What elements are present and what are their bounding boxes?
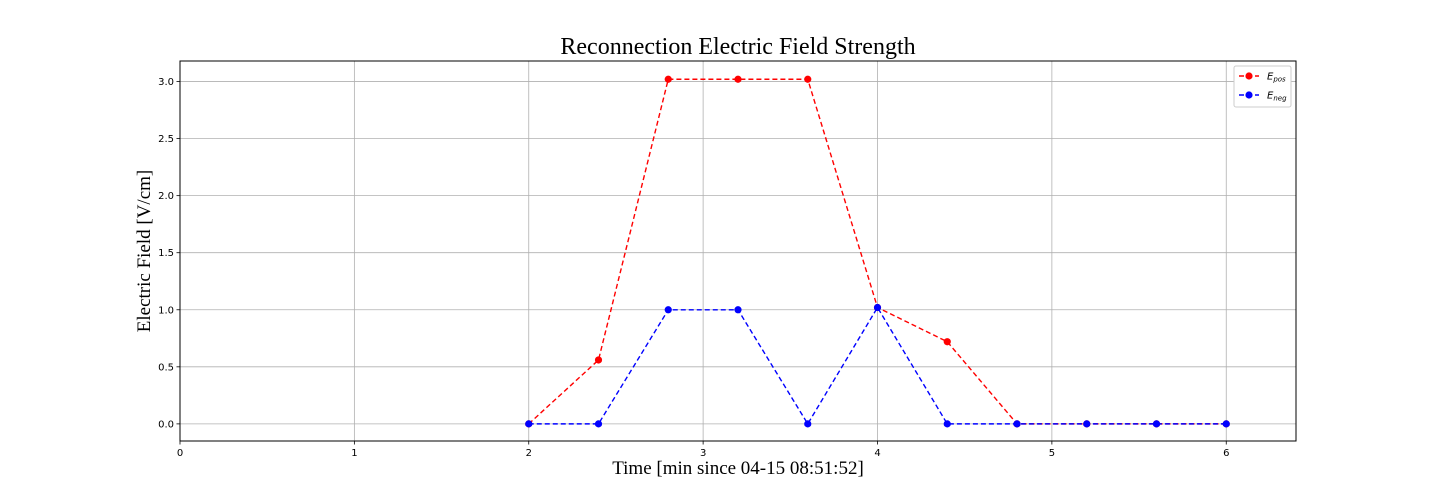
y-tick-label: 0.5 — [158, 362, 174, 373]
legend-label-neg: Eneg — [1267, 91, 1287, 103]
data-point-neg — [804, 420, 812, 428]
data-point-neg — [664, 306, 672, 314]
data-point-pos — [664, 75, 672, 83]
plot-frame — [179, 60, 1297, 442]
data-point-neg — [734, 306, 742, 314]
x-tick-label: 0 — [177, 448, 183, 459]
x-axis-label: Time [min since 04-15 08:51:52] — [612, 458, 864, 479]
x-tick-label: 2 — [526, 448, 532, 459]
y-tick-label: 1.5 — [158, 248, 174, 259]
data-point-neg — [594, 420, 603, 428]
y-tick-label: 0.0 — [158, 419, 174, 430]
series-line-neg — [528, 306, 1227, 426]
legend-marker-neg — [1245, 91, 1253, 99]
y-tick-label: 3.0 — [158, 77, 174, 88]
data-point-neg — [873, 303, 882, 312]
x-tick-label: 4 — [874, 448, 880, 459]
chart-title: Reconnection Electric Field Strength — [560, 34, 915, 60]
grid-lines — [179, 61, 1296, 441]
series-neg — [525, 303, 1230, 428]
legend: Epos Eneg — [1233, 65, 1292, 108]
data-point-neg — [1083, 420, 1091, 428]
plot-series — [525, 75, 1230, 428]
x-tick-label: 5 — [1049, 448, 1055, 459]
legend-marker-pos — [1245, 72, 1253, 80]
x-tick-label: 1 — [351, 448, 357, 459]
y-tick-label: 2.5 — [158, 134, 174, 145]
data-point-neg — [1152, 420, 1161, 428]
y-tick-label: 1.0 — [158, 305, 174, 316]
axis-ticks: 0 1 2 3 4 5 6 0.0 0.5 1.0 1.5 2.0 2.5 3.0 — [158, 77, 1229, 459]
y-axis-label: Electric Field [V/cm] — [134, 170, 155, 333]
x-tick-label: 6 — [1223, 448, 1229, 459]
y-tick-label: 2.0 — [158, 191, 174, 202]
data-point-neg — [943, 420, 951, 428]
legend-label-pos: Epos — [1267, 72, 1286, 84]
data-point-neg — [1222, 420, 1230, 428]
data-point-neg — [525, 420, 533, 428]
x-tick-label: 3 — [700, 448, 706, 459]
data-point-pos — [734, 75, 742, 83]
data-point-pos — [943, 338, 951, 346]
data-point-pos — [804, 75, 812, 83]
data-point-neg — [1013, 420, 1021, 428]
data-point-pos — [594, 356, 603, 364]
